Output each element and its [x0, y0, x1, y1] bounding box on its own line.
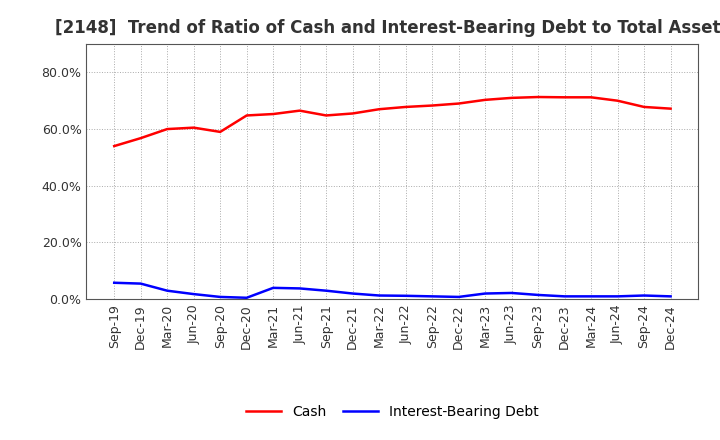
Cash	[666, 106, 675, 111]
Cash	[534, 95, 542, 100]
Cash	[560, 95, 569, 100]
Interest-Bearing Debt	[508, 290, 516, 296]
Interest-Bearing Debt	[587, 294, 595, 299]
Cash	[481, 97, 490, 103]
Interest-Bearing Debt	[110, 280, 119, 286]
Cash	[508, 95, 516, 100]
Cash	[401, 104, 410, 110]
Cash	[322, 113, 330, 118]
Interest-Bearing Debt	[666, 294, 675, 299]
Interest-Bearing Debt	[348, 291, 357, 296]
Interest-Bearing Debt	[481, 291, 490, 296]
Interest-Bearing Debt	[269, 285, 277, 290]
Interest-Bearing Debt	[401, 293, 410, 298]
Interest-Bearing Debt	[613, 294, 622, 299]
Cash	[428, 103, 436, 108]
Interest-Bearing Debt	[454, 294, 463, 300]
Interest-Bearing Debt	[163, 288, 171, 293]
Cash	[136, 136, 145, 141]
Cash	[163, 126, 171, 132]
Interest-Bearing Debt	[295, 286, 304, 291]
Cash	[587, 95, 595, 100]
Cash	[216, 129, 225, 135]
Line: Cash: Cash	[114, 97, 670, 146]
Interest-Bearing Debt	[560, 294, 569, 299]
Interest-Bearing Debt	[136, 281, 145, 286]
Interest-Bearing Debt	[640, 293, 649, 298]
Cash	[243, 113, 251, 118]
Legend: Cash, Interest-Bearing Debt: Cash, Interest-Bearing Debt	[240, 400, 544, 425]
Cash	[613, 98, 622, 103]
Title: [2148]  Trend of Ratio of Cash and Interest-Bearing Debt to Total Assets: [2148] Trend of Ratio of Cash and Intere…	[55, 19, 720, 37]
Cash	[640, 104, 649, 110]
Cash	[375, 106, 384, 112]
Interest-Bearing Debt	[375, 293, 384, 298]
Interest-Bearing Debt	[189, 291, 198, 297]
Cash	[269, 111, 277, 117]
Cash	[454, 101, 463, 106]
Line: Interest-Bearing Debt: Interest-Bearing Debt	[114, 283, 670, 298]
Interest-Bearing Debt	[534, 292, 542, 297]
Cash	[110, 143, 119, 149]
Interest-Bearing Debt	[428, 294, 436, 299]
Cash	[348, 111, 357, 116]
Interest-Bearing Debt	[243, 295, 251, 301]
Interest-Bearing Debt	[216, 294, 225, 300]
Cash	[189, 125, 198, 130]
Cash	[295, 108, 304, 113]
Interest-Bearing Debt	[322, 288, 330, 293]
